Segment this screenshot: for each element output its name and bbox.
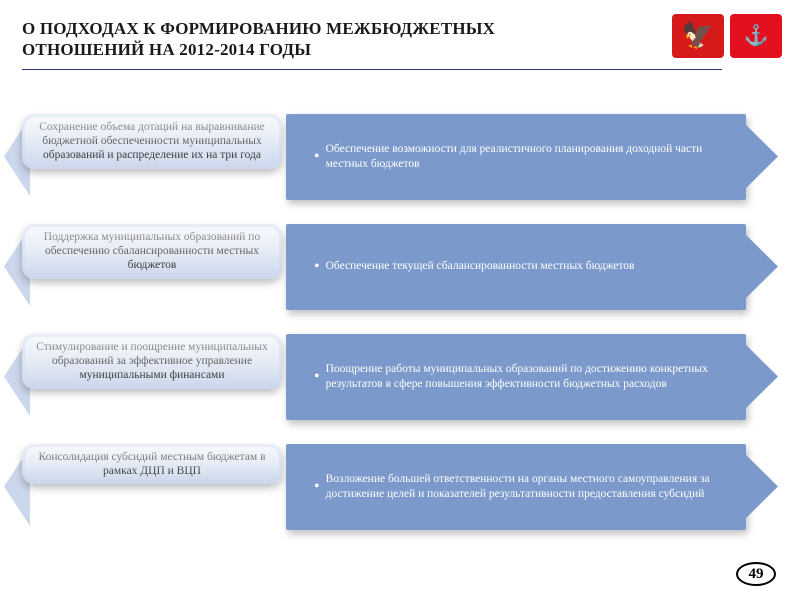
anchor-icon: ⚓ (744, 26, 769, 46)
card-wrap: Консолидация субсидий местным бюджетам в… (22, 444, 282, 530)
approach-card: Стимулирование и поощрение муниципальных… (22, 334, 282, 389)
page-title: О ПОДХОДАХ К ФОРМИРОВАНИЮ МЕЖБЮДЖЕТНЫХ О… (22, 18, 562, 61)
arrow: • Обеспечение возможности для реалистичн… (286, 114, 778, 200)
arrow: • Поощрение работы муниципальных образов… (286, 334, 778, 420)
bullet-icon: • (314, 148, 320, 166)
arrow-body: • Обеспечение текущей сбалансированности… (286, 224, 746, 310)
arrow-description: Обеспечение возможности для реалистичног… (326, 142, 728, 172)
title-row: О ПОДХОДАХ К ФОРМИРОВАНИЮ МЕЖБЮДЖЕТНЫХ О… (22, 18, 778, 61)
card-wrap: Поддержка муниципальных образований по о… (22, 224, 282, 310)
approach-card-text: Консолидация субсидий местным бюджетам в… (36, 450, 268, 479)
title-divider (22, 69, 722, 70)
arrow-description: Обеспечение текущей сбалансированности м… (326, 259, 635, 274)
approach-card-text: Поддержка муниципальных образований по о… (36, 230, 268, 273)
diagram-row: Консолидация субсидий местным бюджетам в… (22, 444, 778, 530)
arrow-body: • Возложение большей ответственности на … (286, 444, 746, 530)
approach-card: Сохранение объема дотаций на выравнивани… (22, 114, 282, 169)
approach-card: Консолидация субсидий местным бюджетам в… (22, 444, 282, 485)
bullet-icon: • (314, 368, 320, 386)
crest-region-icon: ⚓ (730, 14, 782, 58)
card-wrap: Сохранение объема дотаций на выравнивани… (22, 114, 282, 200)
card-wrap: Стимулирование и поощрение муниципальных… (22, 334, 282, 420)
arrow-body: • Обеспечение возможности для реалистичн… (286, 114, 746, 200)
arrow-head-icon (738, 440, 778, 534)
arrow-description: Возложение большей ответственности на ор… (326, 472, 728, 502)
crest-russia-icon: 🦅 (672, 14, 724, 58)
crest-group: 🦅 ⚓ (672, 14, 782, 58)
arrow-body: • Поощрение работы муниципальных образов… (286, 334, 746, 420)
diagram-row: Сохранение объема дотаций на выравнивани… (22, 114, 778, 200)
arrow-head-icon (738, 330, 778, 424)
diagram-rows: Сохранение объема дотаций на выравнивани… (22, 114, 778, 530)
bullet-icon: • (314, 478, 320, 496)
diagram-row: Поддержка муниципальных образований по о… (22, 224, 778, 310)
eagle-icon: 🦅 (682, 23, 714, 49)
diagram-row: Стимулирование и поощрение муниципальных… (22, 334, 778, 420)
approach-card-text: Сохранение объема дотаций на выравнивани… (36, 120, 268, 163)
bullet-icon: • (314, 258, 320, 276)
arrow: • Возложение большей ответственности на … (286, 444, 778, 530)
arrow: • Обеспечение текущей сбалансированности… (286, 224, 778, 310)
arrow-description: Поощрение работы муниципальных образован… (326, 362, 728, 392)
approach-card: Поддержка муниципальных образований по о… (22, 224, 282, 279)
approach-card-text: Стимулирование и поощрение муниципальных… (36, 340, 268, 383)
page-number: 49 (749, 566, 764, 583)
arrow-head-icon (738, 110, 778, 204)
slide: О ПОДХОДАХ К ФОРМИРОВАНИЮ МЕЖБЮДЖЕТНЫХ О… (0, 0, 800, 600)
arrow-head-icon (738, 220, 778, 314)
page-number-badge: 49 (736, 562, 776, 586)
